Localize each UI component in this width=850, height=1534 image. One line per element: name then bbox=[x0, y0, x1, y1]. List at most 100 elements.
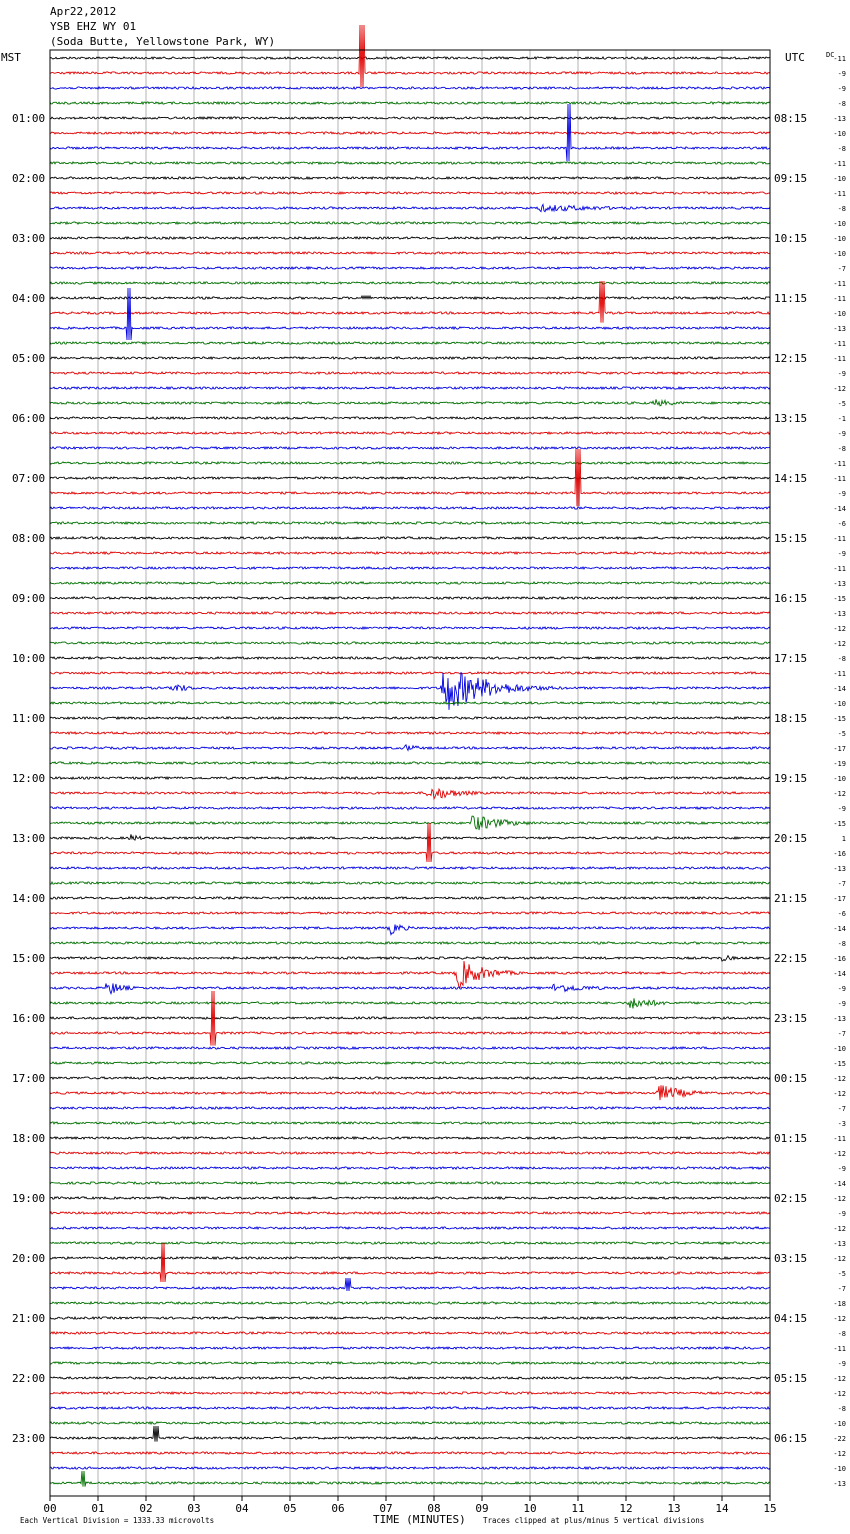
dc-offset-label: -13 bbox=[833, 1240, 846, 1248]
dc-offset-label: -9 bbox=[838, 805, 846, 813]
dc-offset-label: -9 bbox=[838, 985, 846, 993]
dc-offset-label: -16 bbox=[833, 955, 846, 963]
hour-label-left: 16:00 bbox=[12, 1012, 45, 1025]
x-tick-label: 01 bbox=[91, 1502, 104, 1515]
trace-line bbox=[49, 1195, 771, 1201]
dc-offset-label: -11 bbox=[833, 55, 846, 63]
hour-label-right: 12:15 bbox=[774, 352, 807, 365]
dc-label: DC bbox=[826, 51, 834, 59]
dc-offset-label: -8 bbox=[838, 445, 846, 453]
hour-label-right: 17:15 bbox=[774, 652, 807, 665]
dc-offset-label: -9 bbox=[838, 1165, 846, 1173]
trace-line bbox=[49, 730, 771, 736]
hour-label-left: 17:00 bbox=[12, 1072, 45, 1085]
dc-offset-label: -14 bbox=[833, 505, 846, 513]
dc-offset-label: -11 bbox=[833, 1135, 846, 1143]
trace-line bbox=[49, 760, 771, 766]
trace-line bbox=[49, 834, 771, 841]
dc-offset-label: -14 bbox=[833, 1180, 846, 1188]
dc-offset-label: -13 bbox=[833, 1480, 846, 1488]
dc-offset-label: -13 bbox=[833, 1015, 846, 1023]
trace-line bbox=[49, 1120, 771, 1126]
trace-line bbox=[49, 1345, 771, 1351]
dc-offset-label: -1 bbox=[838, 415, 846, 423]
trace-line bbox=[49, 160, 771, 166]
hour-label-left: 06:00 bbox=[12, 412, 45, 425]
hour-label-right: 00:15 bbox=[774, 1072, 807, 1085]
hour-label-left: 12:00 bbox=[12, 772, 45, 785]
hour-label-left: 11:00 bbox=[12, 712, 45, 725]
trace-line bbox=[49, 895, 771, 900]
x-tick-label: 00 bbox=[43, 1502, 56, 1515]
dc-offset-label: -12 bbox=[833, 1090, 846, 1098]
trace-line bbox=[49, 1210, 771, 1216]
hour-label-left: 20:00 bbox=[12, 1252, 45, 1265]
hour-label-right: 14:15 bbox=[774, 472, 807, 485]
dc-offset-label: -12 bbox=[833, 625, 846, 633]
hour-label-left: 14:00 bbox=[12, 892, 45, 905]
dc-offset-label: -9 bbox=[838, 1360, 846, 1368]
dc-offset-label: -11 bbox=[833, 565, 846, 573]
dc-offset-label: -7 bbox=[838, 1285, 846, 1293]
hour-label-right: 09:15 bbox=[774, 172, 807, 185]
header: Apr22,2012 YSB EHZ WY 01 (Soda Butte, Ye… bbox=[50, 4, 275, 49]
trace-line bbox=[49, 787, 771, 801]
hour-label-right: 08:15 bbox=[774, 112, 807, 125]
trace-line bbox=[49, 356, 771, 360]
dc-offset-label: -12 bbox=[833, 1150, 846, 1158]
trace-line bbox=[49, 670, 771, 675]
trace-line bbox=[49, 923, 771, 936]
dc-offset-label: -7 bbox=[838, 880, 846, 888]
dc-offset-label: -15 bbox=[833, 595, 846, 603]
hour-label-right: 20:15 bbox=[774, 832, 807, 845]
dc-offset-label: -6 bbox=[838, 520, 846, 528]
trace-line bbox=[49, 941, 771, 946]
dc-offset-label: -11 bbox=[833, 1345, 846, 1353]
trace-line bbox=[49, 1425, 770, 1442]
dc-offset-label: -15 bbox=[833, 715, 846, 723]
trace-line bbox=[49, 460, 771, 465]
x-tick-label: 04 bbox=[235, 1502, 249, 1515]
dc-offset-label: -10 bbox=[833, 220, 846, 228]
dc-offset-label: -14 bbox=[833, 925, 846, 933]
dc-offset-label: -17 bbox=[833, 745, 846, 753]
x-tick-label: 11 bbox=[571, 1502, 584, 1515]
trace-line bbox=[49, 1242, 770, 1283]
dc-offset-label: -10 bbox=[833, 775, 846, 783]
dc-offset-label: -10 bbox=[833, 235, 846, 243]
hour-label-left: 02:00 bbox=[12, 172, 45, 185]
dc-offset-label: -5 bbox=[838, 400, 846, 408]
trace-line bbox=[49, 550, 771, 556]
dc-offset-label: -17 bbox=[833, 895, 846, 903]
trace-line bbox=[49, 250, 771, 256]
dc-offset-label: -5 bbox=[838, 1270, 846, 1278]
traces bbox=[49, 24, 771, 1487]
dc-offset-label: -11 bbox=[833, 535, 846, 543]
trace-line bbox=[49, 700, 771, 706]
dc-offset-label: -10 bbox=[833, 250, 846, 258]
dc-offset-label: -13 bbox=[833, 580, 846, 588]
trace-line bbox=[49, 815, 771, 831]
hour-label-left: 13:00 bbox=[12, 832, 45, 845]
hour-label-left: 23:00 bbox=[12, 1432, 45, 1445]
trace-line bbox=[49, 55, 771, 60]
trace-line bbox=[49, 822, 771, 863]
hour-label-right: 23:15 bbox=[774, 1012, 807, 1025]
hour-label-left: 10:00 bbox=[12, 652, 45, 665]
dc-offset-label: -14 bbox=[833, 685, 846, 693]
footer-right: Traces clipped at plus/minus 5 vertical … bbox=[483, 1516, 704, 1525]
hour-label-right: 06:15 bbox=[774, 1432, 807, 1445]
dc-offset-label: -5 bbox=[838, 730, 846, 738]
dc-offset-label: -13 bbox=[833, 115, 846, 123]
trace-line bbox=[49, 176, 771, 180]
hour-label-left: 09:00 bbox=[12, 592, 45, 605]
trace-line bbox=[49, 1450, 771, 1455]
trace-line bbox=[49, 775, 771, 781]
trace-line bbox=[49, 287, 771, 341]
trace-line bbox=[49, 596, 771, 601]
dc-offset-label: -11 bbox=[833, 280, 846, 288]
trace-line bbox=[49, 580, 771, 585]
trace-line bbox=[49, 998, 771, 1009]
dc-offset-label: -8 bbox=[838, 205, 846, 213]
